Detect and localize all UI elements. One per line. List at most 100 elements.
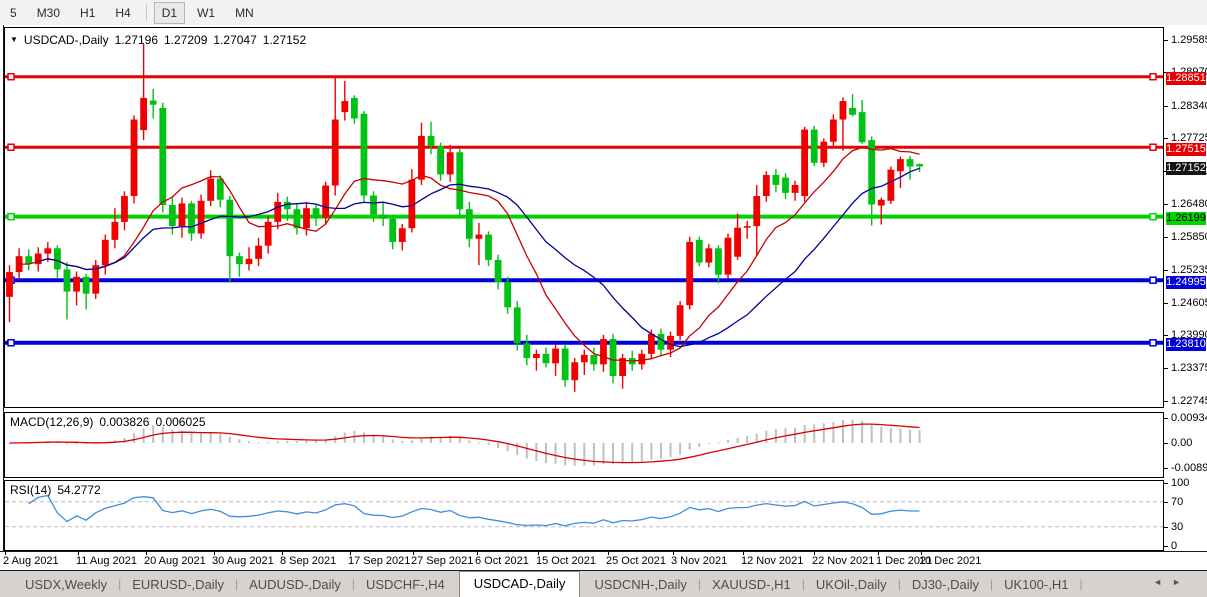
price-tick-label: 1.29585 [1171, 34, 1207, 46]
price-tick-mark [1164, 106, 1168, 107]
chart-tab-eurusd-daily[interactable]: EURUSD-,Daily [132, 576, 224, 592]
date-tick-mark [878, 552, 879, 555]
date-tick-mark [814, 552, 815, 555]
toolbar-separator [145, 4, 147, 21]
price-tick-mark [1164, 204, 1168, 205]
tab-scroll-left-icon[interactable]: ◄ [1153, 577, 1173, 587]
chart-tab-dj30-daily[interactable]: DJ30-,Daily [911, 576, 979, 592]
tab-scroll-arrows[interactable]: ◄► [1153, 577, 1191, 587]
tab-separator: | [697, 577, 702, 591]
price-level-badge: 1.27152 [1166, 162, 1206, 175]
price-level-badge: 1.26199 [1166, 212, 1206, 225]
hline-handle[interactable] [7, 143, 15, 151]
timeframe-button-h1[interactable]: H1 [80, 5, 96, 20]
macd-panel[interactable] [4, 412, 1164, 478]
macd-canvas[interactable] [4, 412, 1164, 478]
ma-fast-line [19, 146, 920, 362]
macd-signal-line [9, 423, 920, 464]
tab-separator: | [897, 577, 901, 591]
hline-handle[interactable] [1149, 72, 1157, 81]
rsi-tick-mark [1164, 546, 1168, 547]
timeframe-toolbar: 5 M30 H1 H4 D1 W1 MN [0, 0, 1207, 26]
rsi-name: RSI(14) [10, 483, 52, 497]
price-tick-label: 1.26480 [1171, 198, 1207, 210]
date-tick-mark [413, 552, 414, 555]
date-tick-label: 17 Sep 2021 [348, 555, 411, 567]
macd-tick-mark [1164, 443, 1168, 444]
price-tick-mark [1164, 40, 1168, 41]
symbol-dropdown-icon[interactable]: ▼ [10, 34, 18, 44]
date-tick-label: 1 Dec 2021 [876, 555, 933, 567]
rsi-panel[interactable] [4, 480, 1164, 551]
chart-left-frame [3, 25, 4, 571]
rsi-canvas[interactable] [4, 480, 1164, 551]
tab-separator: | [990, 577, 994, 591]
timeframe-button-h4[interactable]: H4 [115, 5, 131, 20]
date-axis[interactable]: 2 Aug 2021 11 Aug 2021 20 Aug 2021 30 Aug 2… [0, 551, 1207, 571]
timeframe-button-w1[interactable]: W1 [197, 5, 216, 20]
chart-tab-usdcad-daily[interactable]: USDCAD-,Daily [458, 571, 581, 597]
price-tick-label: 1.25850 [1171, 231, 1207, 243]
macd-label: MACD(12,26,9) 0.003826 0.006025 [10, 415, 206, 429]
hline-handle[interactable] [1149, 338, 1157, 347]
date-tick-label: 20 Aug 2021 [144, 555, 206, 567]
price-tick-label: 1.24605 [1171, 297, 1207, 309]
ohlc-close: 1.27152 [262, 33, 307, 47]
date-tick-mark [78, 552, 79, 555]
tab-separator: | [351, 577, 355, 591]
macd-tick-mark [1164, 468, 1168, 469]
hline-handle[interactable] [1149, 212, 1157, 221]
date-tick-label: 15 Oct 2021 [536, 555, 596, 567]
chart-tab-uk100-h1[interactable]: UK100-,H1 [1004, 576, 1069, 592]
chart-tab-usdchf-h4[interactable]: USDCHF-,H4 [365, 576, 445, 592]
hline-handle[interactable] [7, 212, 15, 221]
main-chart-panel[interactable] [4, 27, 1164, 408]
hline-handle[interactable] [7, 338, 15, 347]
timeframe-button-d1[interactable]: D1 [153, 1, 186, 24]
price-tick-mark [1164, 401, 1168, 402]
date-tick-label: 12 Nov 2021 [741, 555, 804, 567]
chart-tab-audusd-daily[interactable]: AUDUSD-,Daily [249, 576, 341, 592]
rsi-tick-mark [1164, 483, 1168, 484]
timeframe-button-mn[interactable]: MN [235, 5, 254, 20]
date-tick-label: 27 Sep 2021 [411, 555, 474, 567]
price-tick-label: 1.23375 [1171, 362, 1207, 374]
chart-tab-usdx-weekly[interactable]: USDX,Weekly [25, 576, 108, 592]
price-tick-mark [1164, 335, 1168, 336]
hline-handle[interactable] [1149, 143, 1157, 151]
date-tick-mark [282, 552, 283, 555]
date-tick-mark [477, 552, 478, 555]
price-axis[interactable]: 1.295851.289701.283401.277251.271101.264… [1164, 25, 1207, 551]
date-tick-label: 22 Nov 2021 [812, 555, 875, 567]
date-tick-mark [743, 552, 744, 555]
ohlc-low: 1.27047 [213, 33, 257, 47]
symbol-label: USDCAD-,Daily [23, 33, 109, 47]
rsi-label: RSI(14) 54.2772 [10, 483, 101, 497]
date-tick-mark [673, 552, 674, 555]
tab-separator: | [234, 577, 239, 591]
price-level-badge: 1.28851 [1166, 72, 1206, 85]
macd-value: 0.003826 [99, 415, 150, 429]
chart-tab-xauusd-h1[interactable]: XAUUSD-,H1 [712, 576, 791, 592]
date-tick-mark [214, 552, 215, 555]
price-level-badge: 1.23810 [1166, 338, 1206, 351]
tab-separator: | [1079, 577, 1083, 591]
chart-tab-ukoil-daily[interactable]: UKOil-,Daily [815, 576, 887, 592]
macd-tick-label: 0.009345 [1171, 412, 1207, 424]
hline-handle[interactable] [1149, 276, 1157, 284]
macd-name: MACD(12,26,9) [10, 415, 94, 429]
chart-tab-usdcnh-daily[interactable]: USDCNH-,Daily [594, 576, 687, 592]
date-tick-label: 3 Nov 2021 [671, 555, 728, 567]
main-chart-canvas[interactable] [4, 27, 1164, 408]
chart-window: ▼ USDCAD-,Daily 1.27196 1.27209 1.27047 … [0, 25, 1207, 571]
rsi-tick-label: 0 [1171, 540, 1178, 551]
rsi-tick-mark [1164, 502, 1168, 503]
timeframe-button-m30[interactable]: M30 [36, 5, 61, 20]
tab-scroll-right-icon[interactable]: ► [1172, 577, 1191, 587]
tab-separator: | [801, 577, 805, 591]
timeframe-button-5[interactable]: 5 [10, 5, 17, 20]
date-tick-mark [921, 552, 922, 555]
price-tick-label: 1.27725 [1171, 132, 1207, 144]
hline-handle[interactable] [7, 72, 15, 81]
